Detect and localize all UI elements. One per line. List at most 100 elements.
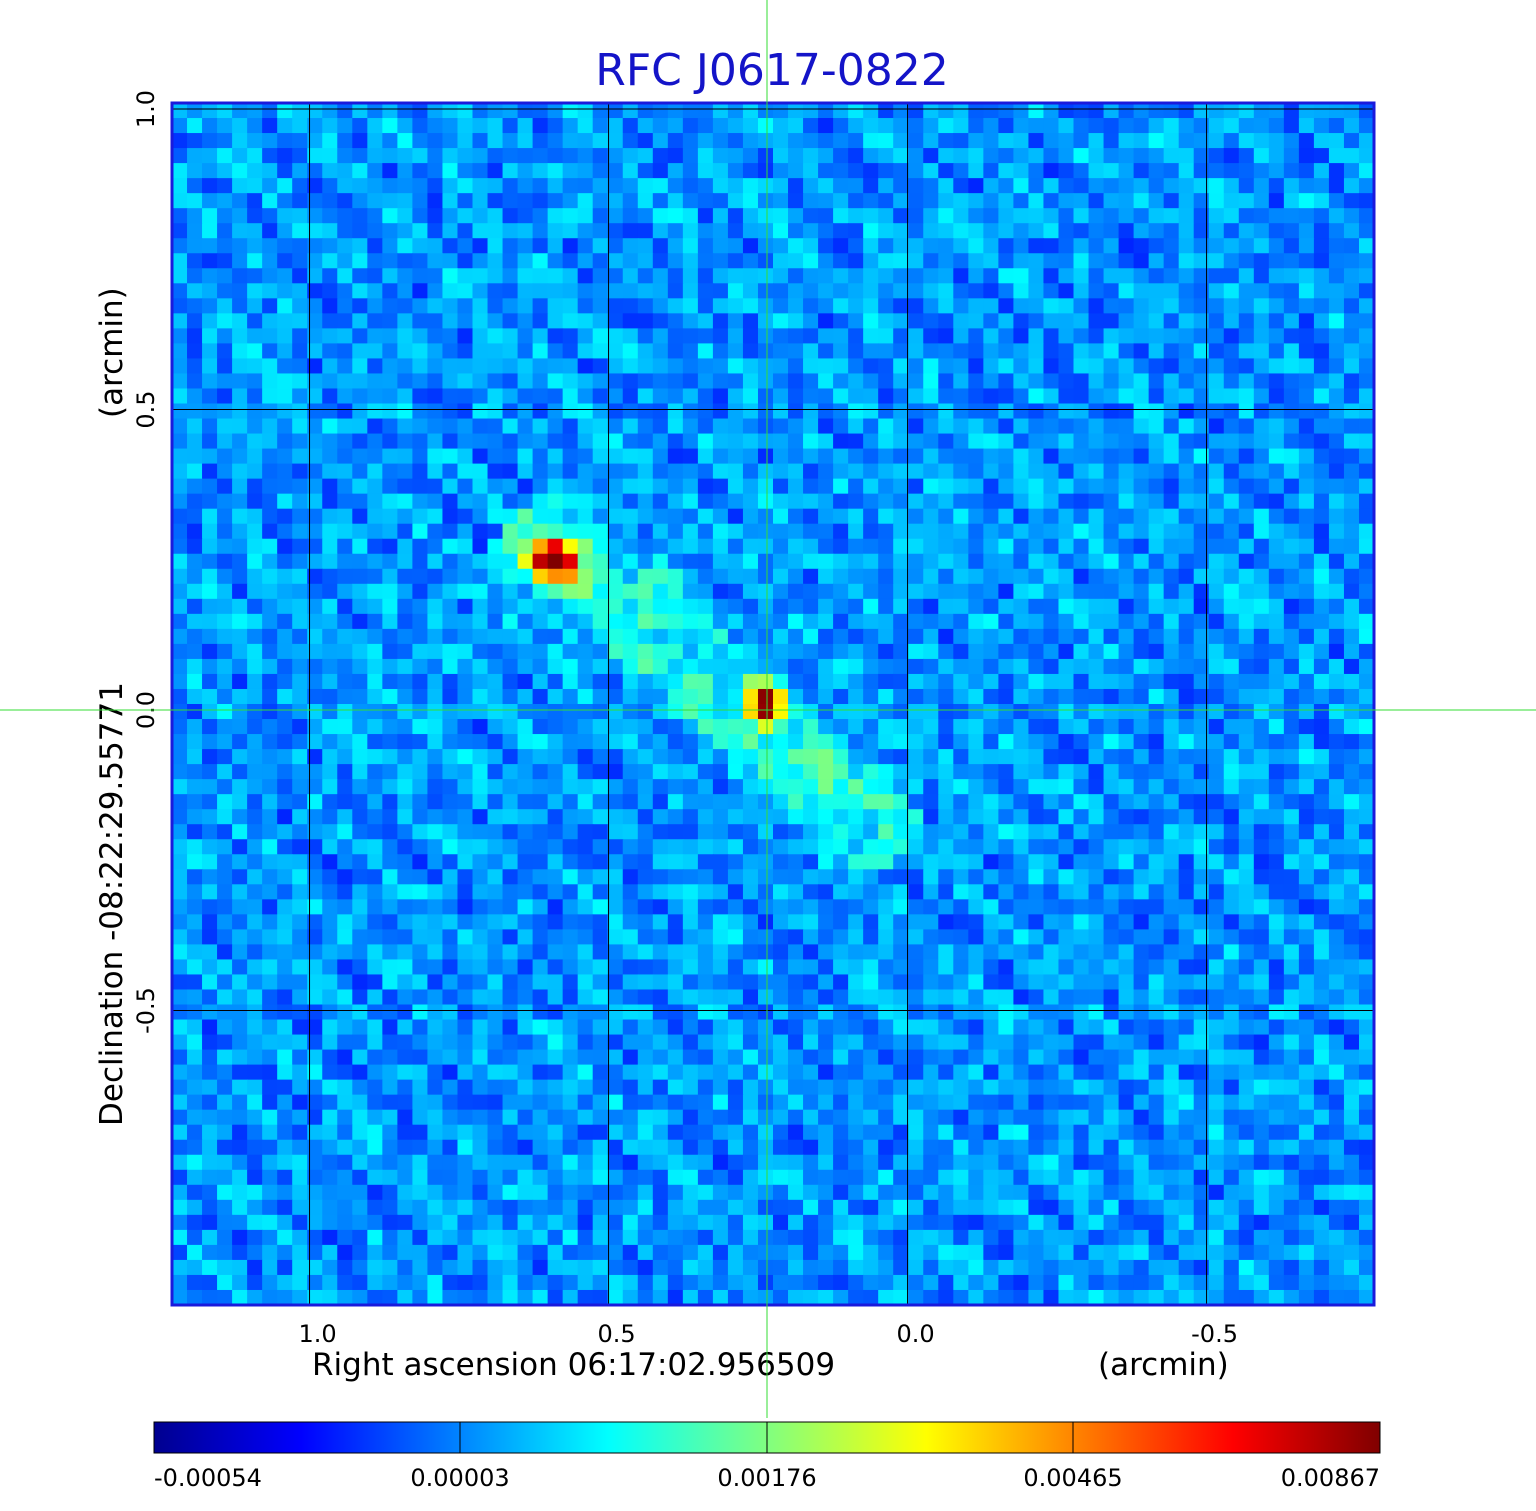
heatmap-pixel <box>788 854 804 870</box>
heatmap-pixel <box>1208 719 1225 735</box>
heatmap-pixel <box>878 989 894 1006</box>
heatmap-pixel <box>968 688 984 705</box>
heatmap-pixel <box>1193 884 1210 900</box>
heatmap-pixel <box>637 478 654 495</box>
heatmap-pixel <box>562 538 579 555</box>
heatmap-pixel <box>1358 658 1374 675</box>
heatmap-pixel <box>1103 944 1120 961</box>
heatmap-pixel <box>262 298 278 314</box>
heatmap-pixel <box>712 388 729 405</box>
heatmap-pixel <box>577 1034 594 1051</box>
heatmap-pixel <box>277 448 293 465</box>
heatmap-pixel <box>998 388 1015 405</box>
heatmap-pixel <box>1268 884 1285 900</box>
heatmap-pixel <box>727 688 744 705</box>
heatmap-pixel <box>1133 388 1150 405</box>
heatmap-pixel <box>1193 704 1210 720</box>
heatmap-pixel <box>172 989 188 1006</box>
heatmap-pixel <box>592 1019 609 1036</box>
heatmap-pixel <box>517 704 534 720</box>
heatmap-pixel <box>592 929 609 946</box>
heatmap-pixel <box>472 869 489 885</box>
heatmap-pixel <box>232 944 248 961</box>
heatmap-pixel <box>247 974 263 991</box>
heatmap-pixel <box>1238 493 1255 510</box>
heatmap-pixel <box>292 613 308 630</box>
heatmap-pixel <box>893 283 909 299</box>
heatmap-pixel <box>727 749 744 765</box>
heatmap-pixel <box>1358 628 1374 645</box>
heatmap-pixel <box>532 358 549 375</box>
heatmap-pixel <box>1298 253 1315 269</box>
heatmap-pixel <box>637 508 654 525</box>
heatmap-pixel <box>938 779 954 795</box>
heatmap-pixel <box>1103 628 1120 645</box>
heatmap-pixel <box>1328 373 1345 390</box>
heatmap-pixel <box>998 854 1015 870</box>
heatmap-pixel <box>938 388 954 405</box>
heatmap-pixel <box>487 568 504 585</box>
heatmap-pixel <box>742 628 759 645</box>
heatmap-pixel <box>1163 313 1180 329</box>
heatmap-pixel <box>953 133 969 149</box>
heatmap-pixel <box>202 944 218 961</box>
heatmap-pixel <box>262 193 278 209</box>
heatmap-pixel <box>1343 433 1360 450</box>
heatmap-pixel <box>803 178 819 194</box>
heatmap-pixel <box>1013 719 1030 735</box>
heatmap-pixel <box>337 118 353 134</box>
heatmap-pixel <box>983 418 999 435</box>
heatmap-pixel <box>202 328 218 345</box>
heatmap-pixel <box>803 313 819 329</box>
heatmap-pixel <box>592 523 609 540</box>
heatmap-pixel <box>788 704 804 720</box>
heatmap-pixel <box>397 298 414 314</box>
heatmap-pixel <box>1178 959 1195 976</box>
heatmap-pixel <box>1043 508 1060 525</box>
heatmap-pixel <box>1298 568 1315 585</box>
heatmap-pixel <box>277 643 293 660</box>
heatmap-pixel <box>457 238 474 254</box>
heatmap-pixel <box>652 343 669 360</box>
heatmap-pixel <box>1298 794 1315 810</box>
heatmap-pixel <box>938 944 954 961</box>
heatmap-pixel <box>247 628 263 645</box>
heatmap-pixel <box>983 794 999 810</box>
heatmap-pixel <box>502 373 519 390</box>
heatmap-pixel <box>547 974 564 991</box>
heatmap-pixel <box>818 884 834 900</box>
heatmap-pixel <box>893 1004 909 1021</box>
heatmap-pixel <box>1103 238 1120 254</box>
heatmap-pixel <box>697 298 714 314</box>
heatmap-pixel <box>1253 658 1270 675</box>
heatmap-pixel <box>1343 178 1360 194</box>
heatmap-pixel <box>637 418 654 435</box>
heatmap-pixel <box>472 118 489 134</box>
heatmap-pixel <box>547 914 564 930</box>
heatmap-pixel <box>592 914 609 930</box>
heatmap-pixel <box>968 493 984 510</box>
heatmap-pixel <box>788 223 804 239</box>
heatmap-pixel <box>547 448 564 465</box>
heatmap-pixel <box>352 914 368 930</box>
heatmap-pixel <box>1328 163 1345 179</box>
heatmap-pixel <box>1238 478 1255 495</box>
heatmap-pixel <box>682 568 699 585</box>
heatmap-pixel <box>442 388 459 405</box>
heatmap-pixel <box>382 779 398 795</box>
heatmap-pixel <box>1208 448 1225 465</box>
heatmap-pixel <box>1313 118 1330 134</box>
heatmap-pixel <box>968 298 984 314</box>
heatmap-pixel <box>938 643 954 660</box>
heatmap-pixel <box>773 298 789 314</box>
heatmap-pixel <box>712 238 729 254</box>
heatmap-pixel <box>592 809 609 825</box>
heatmap-pixel <box>1148 463 1165 480</box>
heatmap-pixel <box>727 538 744 555</box>
heatmap-pixel <box>1028 824 1045 840</box>
heatmap-pixel <box>337 839 353 855</box>
heatmap-pixel <box>757 643 774 660</box>
heatmap-pixel <box>247 1019 263 1036</box>
heatmap-pixel <box>1223 508 1240 525</box>
heatmap-pixel <box>427 734 444 750</box>
